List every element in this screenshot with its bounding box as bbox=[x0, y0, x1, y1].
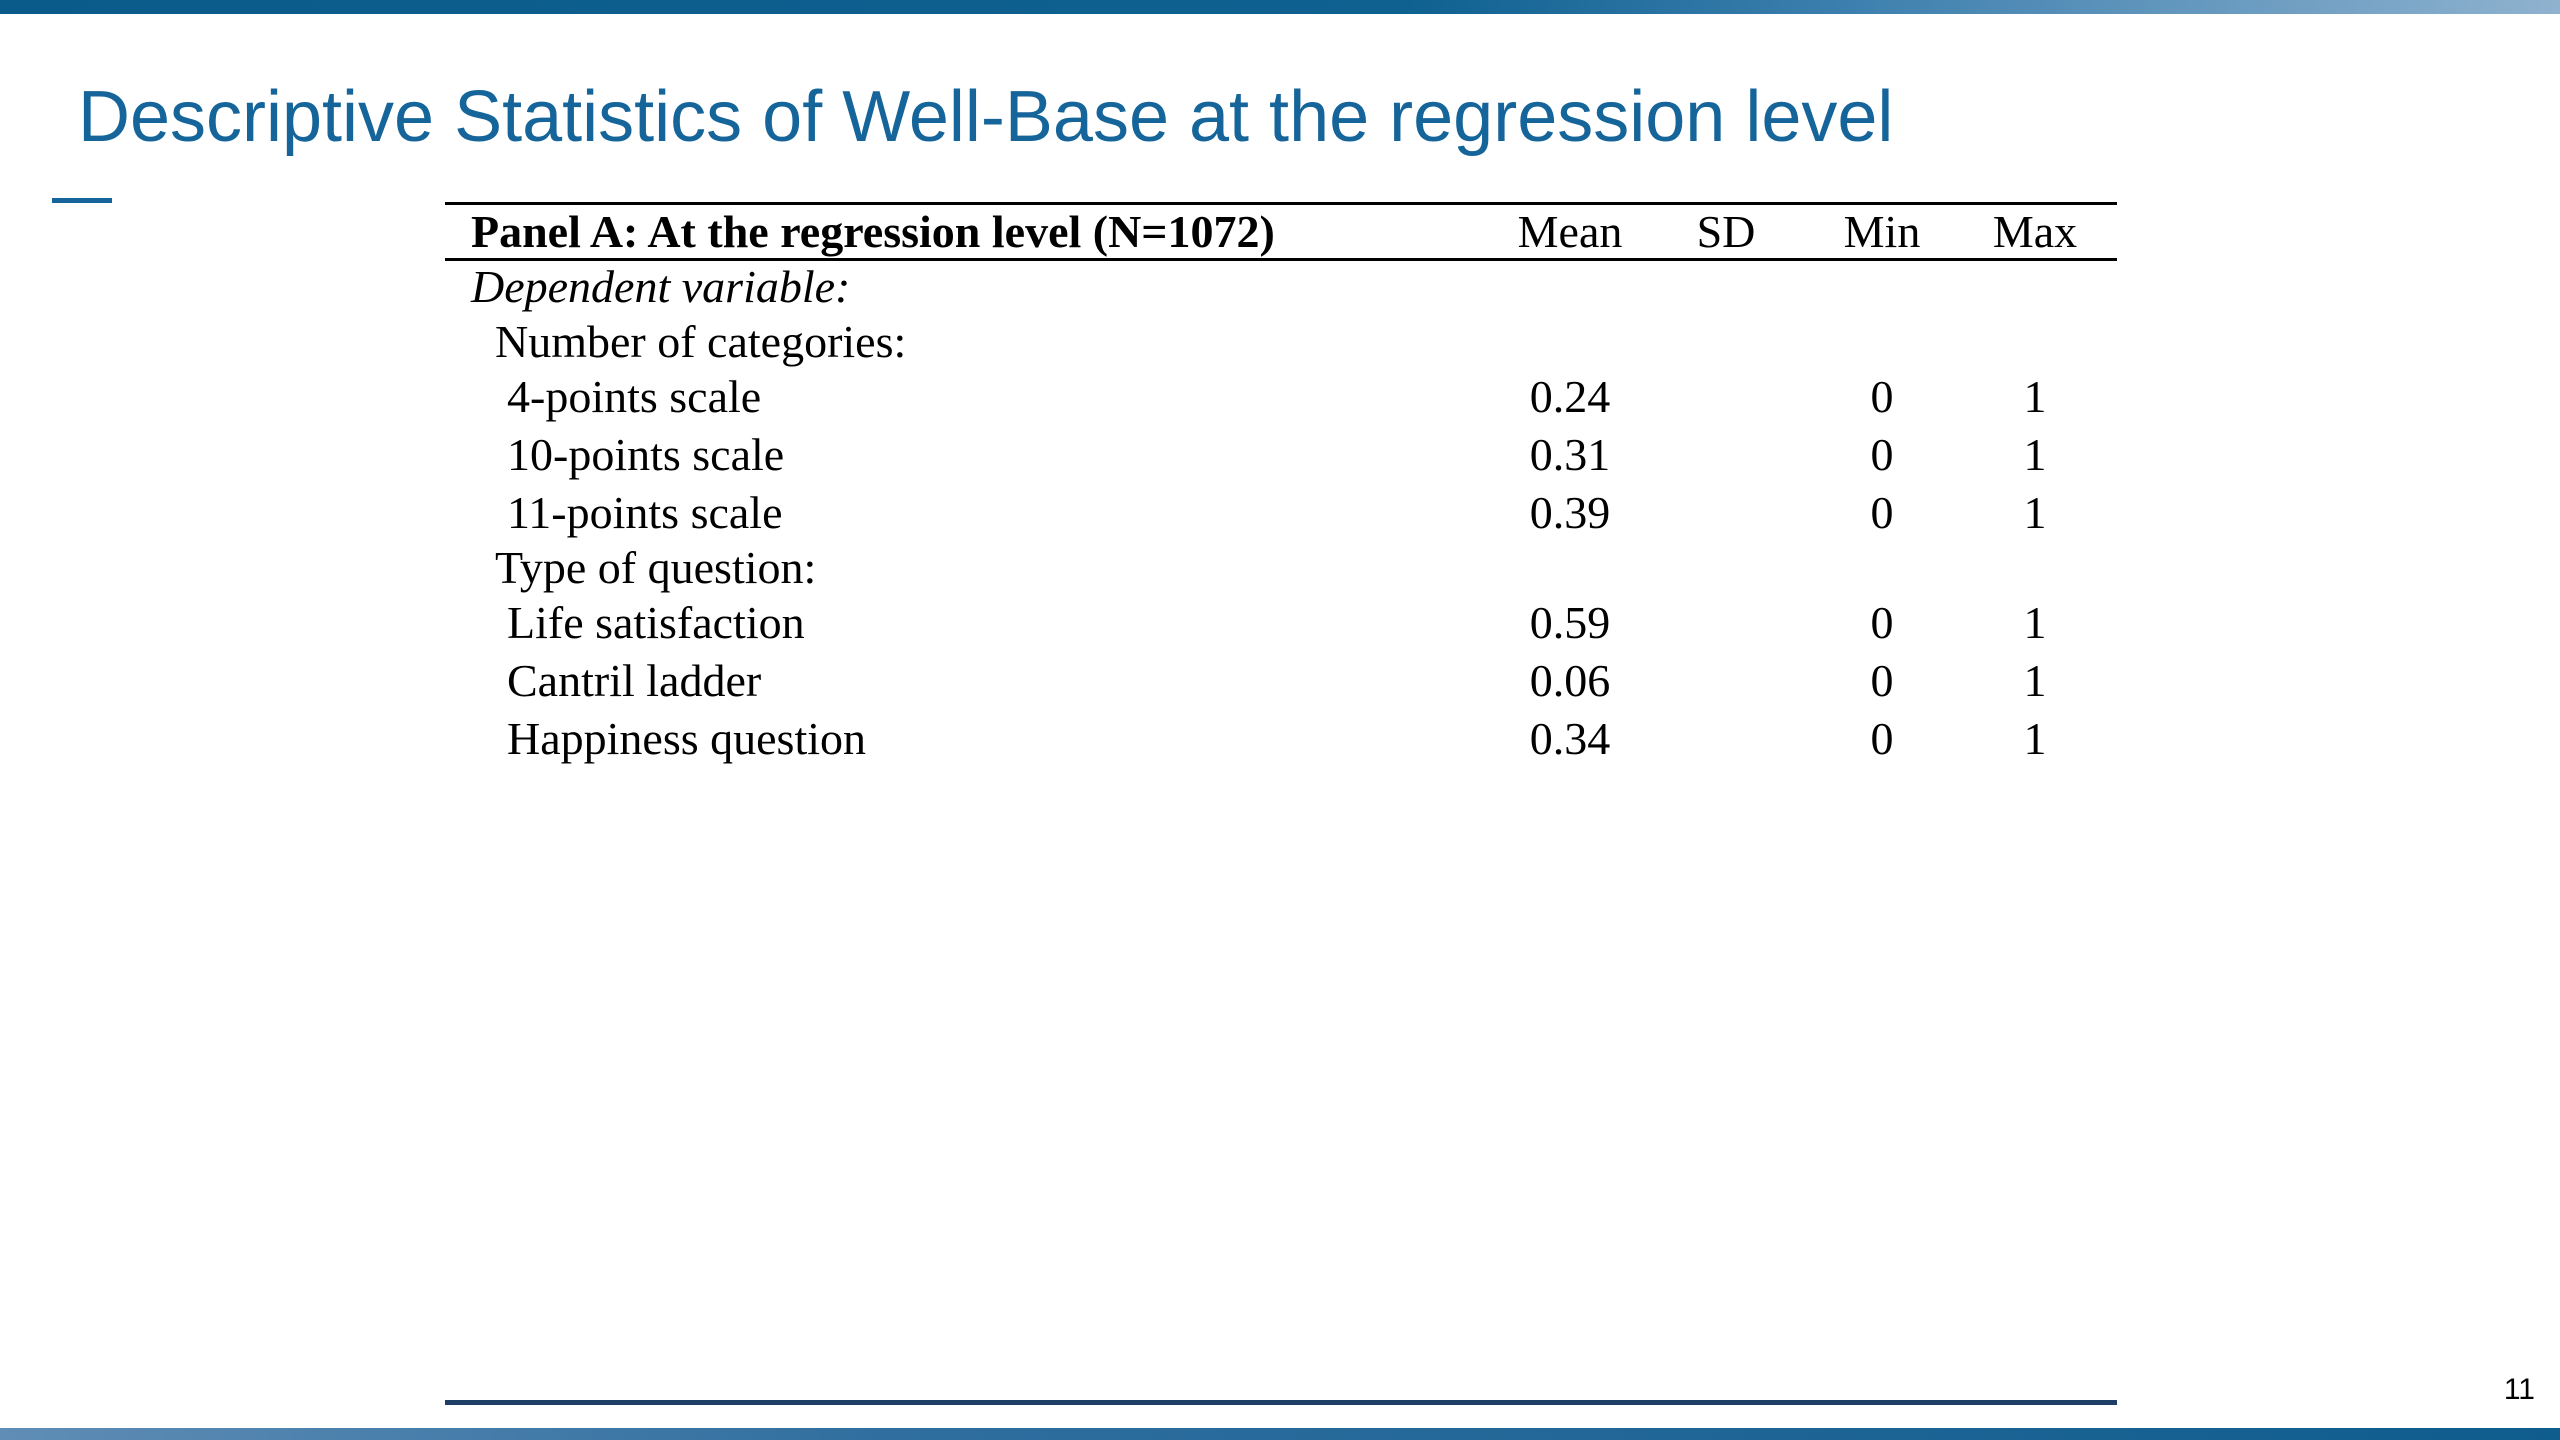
min-value: 0 bbox=[1870, 713, 1894, 764]
bottom-accent-bar bbox=[0, 1428, 2560, 1440]
table-row: Cantril ladder 0.06 0 1 bbox=[445, 652, 2117, 710]
min-value: 0 bbox=[1870, 429, 1894, 480]
max-value: 1 bbox=[2023, 429, 2047, 480]
group-label: Type of question: bbox=[495, 542, 817, 593]
mean-value: 0.24 bbox=[1529, 371, 1611, 422]
max-value: 1 bbox=[2023, 487, 2047, 538]
table-row: 10-points scale 0.31 0 1 bbox=[445, 426, 2117, 484]
max-value: 1 bbox=[2023, 371, 2047, 422]
group-label: Number of categories: bbox=[495, 316, 907, 367]
group-heading-row: Number of categories: bbox=[445, 316, 2117, 368]
top-accent-bar bbox=[0, 0, 2560, 14]
page-number: 11 bbox=[2503, 1373, 2535, 1406]
min-value: 0 bbox=[1870, 597, 1894, 648]
mean-value: 0.34 bbox=[1529, 713, 1611, 764]
mean-value: 0.39 bbox=[1529, 487, 1611, 538]
max-value: 1 bbox=[2023, 713, 2047, 764]
descriptive-statistics-table: Panel A: At the regression level (N=1072… bbox=[445, 205, 2117, 768]
panel-heading: Panel A: At the regression level (N=1072… bbox=[471, 206, 1275, 257]
title-underline-dash bbox=[52, 198, 112, 203]
row-label: 4-points scale bbox=[507, 371, 762, 422]
slide-title: Descriptive Statistics of Well-Base at t… bbox=[78, 77, 1894, 157]
column-header-max: Max bbox=[1992, 206, 2078, 257]
group-heading-row: Type of question: bbox=[445, 542, 2117, 594]
table-row: 11-points scale 0.39 0 1 bbox=[445, 484, 2117, 542]
row-label: Cantril ladder bbox=[507, 655, 762, 706]
mean-value: 0.59 bbox=[1529, 597, 1611, 648]
table-row: Happiness question 0.34 0 1 bbox=[445, 710, 2117, 768]
column-header-min: Min bbox=[1843, 206, 1921, 257]
max-value: 1 bbox=[2023, 597, 2047, 648]
row-label: Life satisfaction bbox=[507, 597, 805, 648]
column-header-sd: SD bbox=[1696, 206, 1756, 257]
min-value: 0 bbox=[1870, 655, 1894, 706]
row-label: 11-points scale bbox=[507, 487, 783, 538]
table-row: 4-points scale 0.24 0 1 bbox=[445, 368, 2117, 426]
min-value: 0 bbox=[1870, 487, 1894, 538]
row-label: 10-points scale bbox=[507, 429, 785, 480]
section-row: Dependent variable: bbox=[445, 258, 2117, 316]
section-label: Dependent variable: bbox=[471, 261, 851, 312]
table-top-rule bbox=[445, 202, 2117, 205]
table-row: Life satisfaction 0.59 0 1 bbox=[445, 594, 2117, 652]
table-header-row: Panel A: At the regression level (N=1072… bbox=[445, 205, 2117, 258]
mean-value: 0.06 bbox=[1529, 655, 1611, 706]
column-header-mean: Mean bbox=[1517, 206, 1623, 257]
max-value: 1 bbox=[2023, 655, 2047, 706]
mean-value: 0.31 bbox=[1529, 429, 1611, 480]
table-bottom-rule bbox=[445, 1400, 2117, 1405]
table-header-rule bbox=[445, 258, 2117, 261]
min-value: 0 bbox=[1870, 371, 1894, 422]
row-label: Happiness question bbox=[507, 713, 867, 764]
